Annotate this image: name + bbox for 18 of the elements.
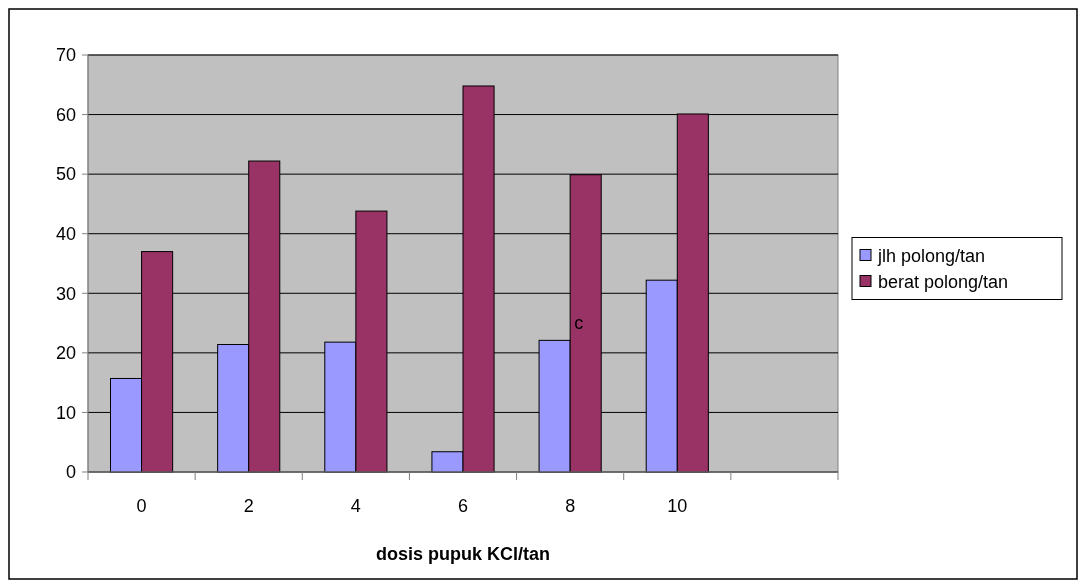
x-axis-title: dosis pupuk KCl/tan [375, 544, 551, 564]
y-tick-label: 60 [55, 104, 76, 125]
y-tick-label: 20 [55, 343, 76, 364]
x-tick-label: 2 [243, 496, 254, 516]
x-tick-label: 10 [667, 496, 688, 516]
y-tick-label: 10 [55, 402, 76, 423]
x-tick-label: 8 [565, 496, 576, 516]
x-tick-label: 6 [457, 496, 469, 516]
legend-label: berat polong/tan [878, 271, 1009, 292]
y-tick-label: 30 [55, 283, 76, 304]
annotation: c [574, 313, 584, 334]
x-tick-label: 0 [136, 496, 147, 516]
y-tick-label: 40 [55, 224, 76, 245]
y-tick-label: 50 [55, 164, 76, 185]
y-tick-label: 70 [55, 45, 76, 66]
legend-label: jlh polong/tan [877, 245, 986, 266]
y-tick-label: 0 [65, 462, 76, 483]
x-tick-label: 4 [350, 496, 361, 516]
